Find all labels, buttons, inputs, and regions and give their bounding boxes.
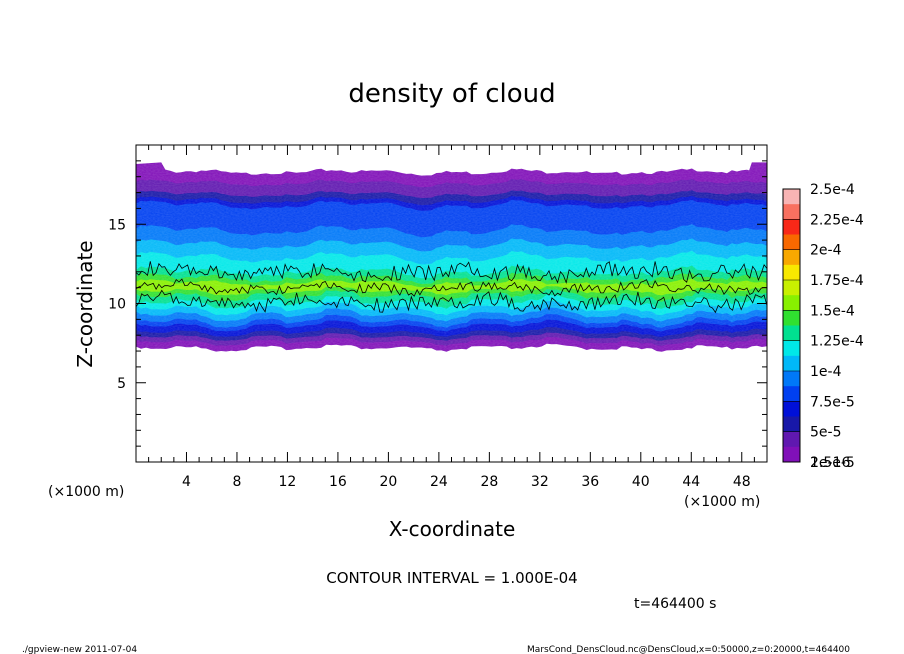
- colorbar-swatch: [783, 371, 800, 387]
- x-unit-right: (×1000 m): [684, 494, 760, 510]
- contour-line-upper: [136, 261, 767, 284]
- x-axis-label: X-coordinate: [389, 517, 516, 541]
- colorbar-swatch: [783, 295, 800, 311]
- x-tick-label: 16: [329, 474, 347, 490]
- colorbar-swatch: [783, 340, 800, 357]
- y-tick-label: 15: [108, 217, 126, 233]
- colorbar-swatch: [783, 219, 800, 235]
- colorbar-label: 1.5e-4: [810, 303, 855, 319]
- x-tick-label: 36: [581, 474, 599, 490]
- contour-line-mid: [136, 278, 767, 297]
- colorbar-swatch: [783, 416, 800, 432]
- footer-right: MarsCond_DensCloud.nc@DensCloud,x=0:5000…: [527, 645, 850, 654]
- x-tick-label: 40: [632, 474, 650, 490]
- x-tick-label: 24: [430, 474, 448, 490]
- colorbar-label: 5e-5: [810, 425, 841, 441]
- colorbar: [782, 188, 801, 463]
- colorbar-label: 1.75e-4: [810, 273, 864, 289]
- colorbar-swatch: [783, 431, 800, 448]
- colorbar-swatch: [783, 310, 800, 326]
- colorbar-label: 1e-4: [810, 364, 842, 380]
- colorbar-label: 2.25e-4: [810, 212, 864, 228]
- contour-line-lower: [136, 289, 767, 314]
- colorbar-swatch: [783, 386, 800, 402]
- colorbar-label: 2.5e-4: [810, 182, 855, 198]
- y-axis-label: Z-coordinate: [73, 240, 97, 367]
- x-tick-label: 32: [531, 474, 549, 490]
- colorbar-swatch: [783, 249, 800, 266]
- colorbar-label: 2.5e-5: [810, 455, 855, 471]
- colorbar-label: 1.25e-4: [810, 334, 864, 350]
- colorbar-swatch: [783, 264, 800, 281]
- y-tick-label: 5: [117, 376, 126, 392]
- time-label: t=464400 s: [634, 596, 716, 612]
- colorbar-swatch: [783, 325, 800, 341]
- x-tick-label: 12: [279, 474, 297, 490]
- x-tick-label: 44: [682, 474, 700, 490]
- x-tick-label: 4: [182, 474, 191, 490]
- x-tick-label: 20: [379, 474, 397, 490]
- colorbar-label: 1e-16: [810, 455, 850, 471]
- density-field: [136, 150, 767, 360]
- colorbar-label: 7.5e-5: [810, 394, 855, 410]
- colorbar-swatch: [783, 401, 800, 417]
- chart-title: density of cloud: [348, 79, 555, 109]
- x-tick-label: 8: [232, 474, 241, 490]
- colorbar-swatch: [783, 189, 800, 205]
- colorbar-label: 2e-4: [810, 243, 842, 259]
- colorbar-swatch: [783, 234, 800, 250]
- x-tick-label: 48: [733, 474, 751, 490]
- x-unit-left: (×1000 m): [48, 484, 124, 500]
- x-tick-label: 28: [480, 474, 498, 490]
- colorbar-swatch: [783, 204, 800, 220]
- colorbar-swatch: [783, 280, 800, 296]
- contour-interval: CONTOUR INTERVAL = 1.000E-04: [326, 569, 577, 587]
- y-tick-label: 10: [108, 297, 126, 313]
- footer-left: ./gpview-new 2011-07-04: [22, 645, 137, 654]
- colorbar-swatch: [783, 355, 800, 372]
- colorbar-swatch: [783, 446, 800, 463]
